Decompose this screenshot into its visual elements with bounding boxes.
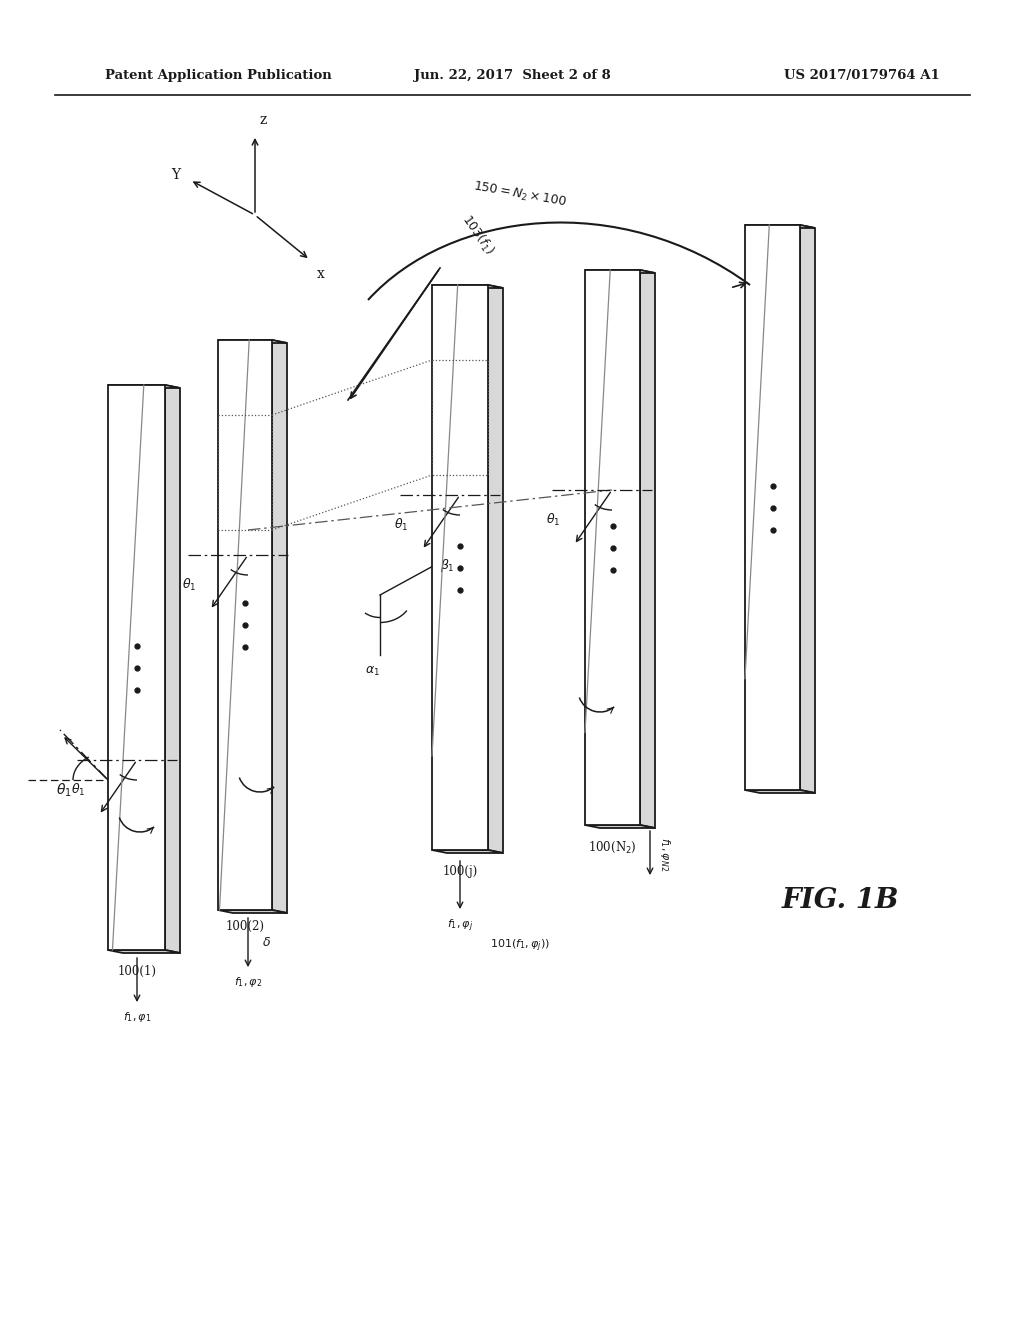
Polygon shape — [272, 341, 287, 913]
Polygon shape — [745, 224, 815, 228]
Polygon shape — [218, 909, 287, 913]
Text: $f_1, \varphi_j$: $f_1, \varphi_j$ — [446, 917, 473, 935]
Text: $f_1, \varphi_2$: $f_1, \varphi_2$ — [233, 975, 262, 989]
Text: $\theta_1$: $\theta_1$ — [181, 577, 196, 593]
Polygon shape — [585, 271, 640, 825]
Polygon shape — [108, 950, 180, 953]
Text: z: z — [259, 114, 266, 127]
Text: 100(N$_2$): 100(N$_2$) — [588, 840, 636, 855]
Text: $103(f_1)$: $103(f_1)$ — [458, 213, 497, 257]
Polygon shape — [432, 850, 503, 853]
Text: 100(2): 100(2) — [225, 920, 264, 933]
Text: $\theta_1$: $\theta_1$ — [546, 512, 560, 528]
Polygon shape — [108, 385, 165, 950]
Text: $\alpha_1$: $\alpha_1$ — [365, 665, 380, 678]
Polygon shape — [432, 285, 503, 288]
Text: Patent Application Publication: Patent Application Publication — [105, 69, 332, 82]
Text: $101(f_1, \varphi_j))$: $101(f_1, \varphi_j))$ — [490, 939, 550, 954]
Polygon shape — [640, 271, 655, 828]
Polygon shape — [165, 385, 180, 953]
Text: Jun. 22, 2017  Sheet 2 of 8: Jun. 22, 2017 Sheet 2 of 8 — [414, 69, 610, 82]
Text: 100(1): 100(1) — [118, 965, 157, 978]
Text: $\theta_1$: $\theta_1$ — [71, 781, 85, 799]
Polygon shape — [108, 385, 180, 388]
Text: $\theta_1$: $\theta_1$ — [393, 517, 408, 533]
Polygon shape — [218, 341, 272, 909]
Polygon shape — [432, 285, 488, 850]
Text: FIG. 1B: FIG. 1B — [781, 887, 899, 913]
Polygon shape — [745, 224, 800, 789]
Text: $\theta_1$: $\theta_1$ — [56, 781, 72, 799]
Polygon shape — [218, 341, 287, 343]
Text: $f_1, \varphi_1$: $f_1, \varphi_1$ — [123, 1010, 152, 1024]
Text: $f_1, \varphi_{N2}$: $f_1, \varphi_{N2}$ — [658, 837, 672, 871]
Polygon shape — [800, 224, 815, 793]
Text: $\beta_1$: $\beta_1$ — [440, 557, 455, 573]
Polygon shape — [585, 825, 655, 828]
Text: Y: Y — [171, 168, 180, 182]
Text: $150 = N_2 \times 100$: $150 = N_2 \times 100$ — [472, 178, 568, 210]
Text: US 2017/0179764 A1: US 2017/0179764 A1 — [784, 69, 940, 82]
Text: $\delta$: $\delta$ — [262, 936, 271, 949]
Polygon shape — [488, 285, 503, 853]
Text: 100(j): 100(j) — [442, 865, 477, 878]
Text: x: x — [317, 267, 325, 281]
Polygon shape — [585, 271, 655, 273]
Polygon shape — [745, 789, 815, 793]
